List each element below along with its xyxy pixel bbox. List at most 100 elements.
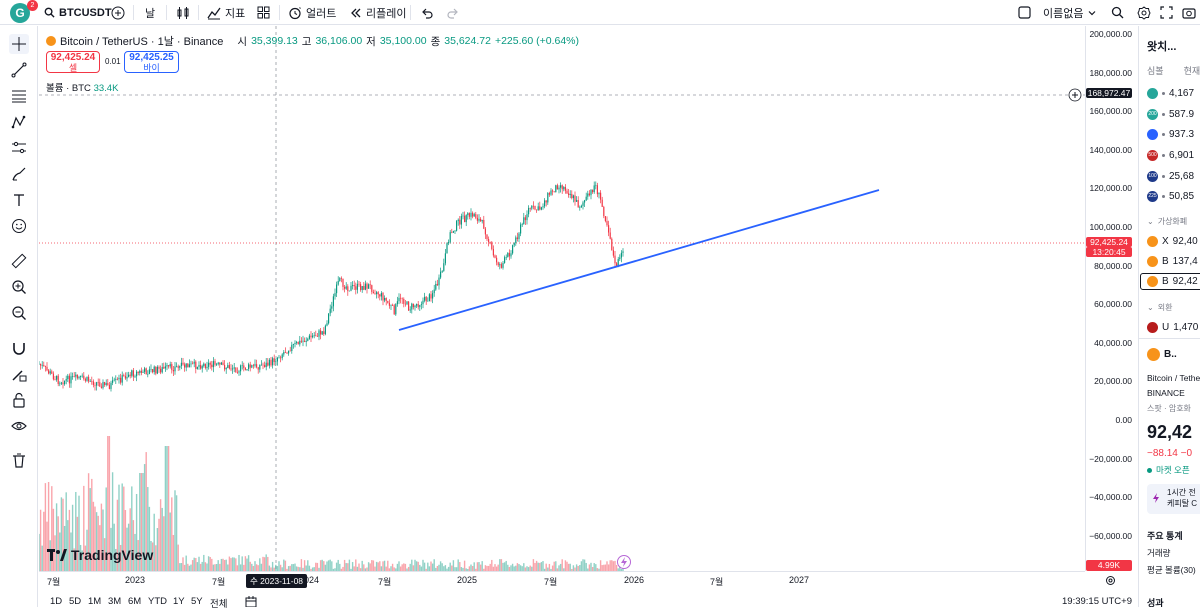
col-symbol[interactable]: 심볼 [1147, 66, 1164, 76]
indicators-button[interactable]: 지표 [207, 4, 245, 21]
buy-button[interactable]: 92,425.25 바이 [124, 51, 179, 73]
watch-row-2[interactable]: 200 587.9 [1147, 109, 1194, 120]
section-crypto[interactable]: ⌄ 가상화폐 [1147, 217, 1188, 226]
range-6m[interactable]: 6M [128, 596, 142, 607]
fx-row-1[interactable]: U 1,470 [1147, 322, 1198, 333]
candle [315, 335, 317, 336]
range-1m[interactable]: 1M [88, 596, 102, 607]
replay-label: 리플레이 [366, 7, 407, 20]
layout-name-button[interactable]: 이름없음 [1043, 4, 1097, 21]
details-header[interactable]: B.. [1147, 348, 1177, 361]
volume-bar [353, 566, 355, 571]
candle [619, 257, 621, 260]
trend-line-tool[interactable] [9, 60, 29, 80]
chart-type-button[interactable] [176, 4, 190, 21]
watch-row-1[interactable]: 4,167 [1147, 88, 1194, 99]
stay-in-drawing-tool[interactable] [9, 364, 29, 384]
replay-button[interactable]: 리플레이 [350, 4, 406, 21]
quick-search-button[interactable] [1111, 4, 1124, 21]
range-1y[interactable]: 1Y [173, 596, 185, 607]
undo-button[interactable] [421, 4, 433, 21]
price-chart[interactable] [39, 26, 1085, 571]
tradingview-logo[interactable]: TradingView [47, 547, 153, 563]
lock-drawings-tool[interactable] [9, 390, 29, 410]
emoji-tool[interactable] [9, 216, 29, 236]
volume-bar [321, 559, 323, 571]
volume-bar [324, 564, 327, 571]
watchlist-title[interactable]: 왓치... [1147, 41, 1177, 53]
volume-bar [542, 561, 544, 571]
calendar-icon[interactable] [245, 596, 257, 607]
col-last[interactable]: 현재 [1183, 66, 1200, 76]
templates-button[interactable] [257, 4, 270, 21]
range-all[interactable]: 전체 [210, 599, 228, 610]
watch-row-5[interactable]: 100 25,68 [1147, 171, 1194, 182]
candle [126, 376, 128, 379]
range-ytd[interactable]: YTD [148, 596, 167, 607]
crosshair-tool[interactable] [9, 34, 29, 54]
volume-bar [443, 566, 445, 571]
news-card[interactable]: 1시간 전 케피탈 C [1147, 484, 1200, 514]
candle [508, 252, 510, 257]
symbol-search-button[interactable]: BTCUSDT [44, 4, 112, 21]
section-fx[interactable]: ⌄ 외환 [1147, 303, 1173, 312]
candle [416, 304, 418, 306]
text-tool[interactable] [9, 190, 29, 210]
range-3m[interactable]: 3M [108, 596, 122, 607]
legend-symbol[interactable]: Bitcoin / TetherUS · 1날 · Binance [60, 36, 224, 48]
range-1d[interactable]: 1D [50, 596, 63, 607]
snapshot-button[interactable] [1182, 4, 1196, 21]
candle [531, 205, 533, 209]
clock-timezone[interactable]: 19:39:15 UTC+9 [1062, 596, 1132, 607]
brush-tool[interactable] [9, 164, 29, 184]
settings-gear-icon[interactable] [1105, 575, 1116, 586]
candle [380, 293, 382, 297]
hide-drawings-tool[interactable] [9, 416, 29, 436]
redo-button[interactable] [447, 4, 459, 21]
details-exchange[interactable]: BINANCE [1147, 388, 1185, 398]
range-5d[interactable]: 5D [69, 596, 82, 607]
remove-drawings-tool[interactable] [9, 450, 29, 470]
sell-button[interactable]: 92,425.24 셀 [46, 51, 100, 73]
candle [257, 367, 259, 370]
volume-bar [332, 568, 335, 571]
trend-line-drawing[interactable] [398, 189, 880, 331]
alert-button[interactable]: 얼러트 [288, 4, 336, 21]
zoom-in-tool[interactable] [9, 277, 29, 297]
volume-bar [505, 560, 507, 571]
candle [124, 375, 126, 379]
settings-button[interactable] [1137, 4, 1151, 21]
forecast-tool[interactable] [9, 138, 29, 158]
add-alert-plus-icon[interactable] [1068, 88, 1082, 102]
pattern-tool[interactable] [9, 112, 29, 132]
fullscreen-button[interactable] [1160, 4, 1173, 21]
interval-button[interactable]: 날 [145, 4, 155, 21]
compare-symbol-button[interactable] [111, 4, 125, 21]
layout-toggle-button[interactable] [1018, 4, 1031, 21]
watch-row-4[interactable]: 500 6,901 [1147, 150, 1194, 161]
candle [406, 301, 408, 305]
candle [270, 359, 272, 366]
candle [46, 366, 48, 371]
measure-tool[interactable] [9, 251, 29, 271]
range-5y[interactable]: 5Y [191, 596, 203, 607]
crypto-row-selected[interactable]: B 92,42 [1140, 273, 1200, 290]
user-avatar[interactable]: G [10, 3, 30, 23]
candle [462, 215, 464, 217]
watch-row-6[interactable]: 225 50,85 [1147, 191, 1194, 202]
magnet-tool[interactable] [9, 338, 29, 358]
lightning-icon[interactable] [617, 555, 631, 569]
legend-open-label: 시 [237, 35, 248, 48]
crypto-row-1[interactable]: X 92,40 [1147, 236, 1198, 247]
zoom-out-tool[interactable] [9, 303, 29, 323]
watch-row-3[interactable]: 937.3 [1147, 129, 1194, 140]
us-flag-icon [1147, 322, 1158, 333]
fib-tool[interactable] [9, 86, 29, 106]
crypto-row-2[interactable]: B 137,4 [1147, 256, 1198, 267]
price-axis[interactable]: 200,000.00 180,000.00 160,000.00 140,000.00… [1085, 26, 1138, 571]
candle [206, 366, 208, 368]
fx-value: 1,470 [1173, 322, 1199, 333]
volume-bar [107, 436, 109, 571]
volume-legend[interactable]: 볼륨 · BTC 33.4K [46, 80, 118, 94]
time-axis[interactable]: 7월 2023 7월 2024 7월 2025 7월 2026 7월 2027 [39, 571, 1115, 588]
